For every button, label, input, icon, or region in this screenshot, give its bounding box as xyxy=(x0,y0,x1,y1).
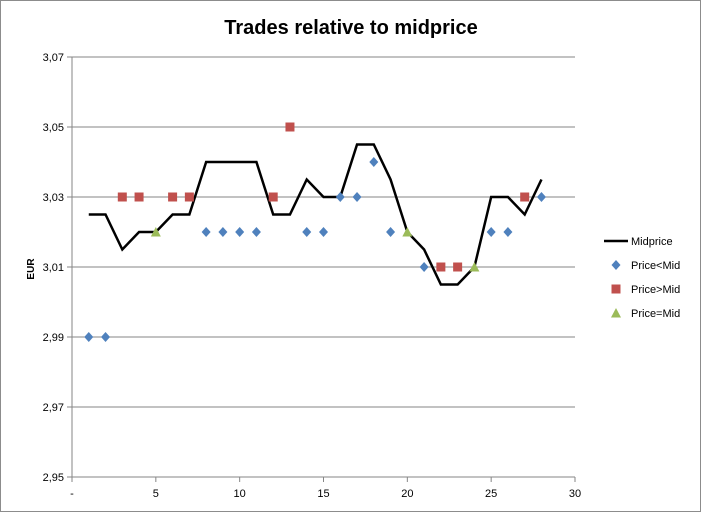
x-tick-label: 30 xyxy=(569,488,581,500)
legend-swatch xyxy=(611,308,621,318)
price-below-mid-point xyxy=(335,192,345,202)
price-below-mid-point xyxy=(302,227,312,237)
legend-item-price-below-mid: Price<Mid xyxy=(611,260,680,272)
price-below-mid-point xyxy=(101,332,111,342)
price-below-mid-point xyxy=(419,262,429,272)
x-tick-label: 15 xyxy=(317,488,329,500)
price-below-mid-point xyxy=(235,227,245,237)
y-tick-label: 2,99 xyxy=(43,332,64,344)
x-tick-label: 10 xyxy=(234,488,246,500)
price-above-mid-point xyxy=(184,192,194,202)
price-below-mid-point xyxy=(503,227,513,237)
axes xyxy=(67,56,576,482)
price-below-mid-point xyxy=(201,227,211,237)
legend-item-price-above-mid: Price>Mid xyxy=(611,284,680,296)
legend-swatch xyxy=(611,284,621,294)
legend-label: Price<Mid xyxy=(631,260,680,272)
y-tick-label: 3,05 xyxy=(43,122,64,134)
y-tick-label: 2,95 xyxy=(43,472,64,484)
y-axis-label: EUR xyxy=(26,258,37,280)
price-below-mid-point xyxy=(319,227,328,237)
price-above-mid-point xyxy=(134,192,144,202)
price-below-mid-point xyxy=(251,227,261,237)
price-above-mid-point xyxy=(520,192,530,202)
price-below-mid-point xyxy=(369,157,379,167)
price-above-mid-point xyxy=(453,262,463,272)
price-above-mid-point xyxy=(285,122,295,132)
x-tick-label: 25 xyxy=(485,488,497,500)
legend: Midprice Price<Mid Price>Mid Price=Mid xyxy=(604,236,680,320)
price-equal-mid-point xyxy=(150,227,161,237)
legend-item-price-equal-mid: Price=Mid xyxy=(611,308,680,320)
price-below-mid-point xyxy=(84,332,94,342)
price-equal-mid-point xyxy=(402,227,413,237)
price-above-mid-point xyxy=(268,192,278,202)
price-below-mid-point xyxy=(352,192,362,202)
y-tick-labels: 2,95 2,97 2,99 3,01 3,03 3,05 3,07 xyxy=(43,52,64,484)
price-below-mid-point xyxy=(536,192,546,202)
price-above-mid-point xyxy=(168,192,178,202)
x-tick-label: - xyxy=(70,488,74,500)
legend-label: Price=Mid xyxy=(631,308,680,320)
series-marks xyxy=(84,122,546,342)
y-tick-label: 3,01 xyxy=(43,262,64,274)
x-tick-labels: - 5 10 15 20 25 30 xyxy=(70,488,581,500)
x-tick-label: 5 xyxy=(153,488,159,500)
y-tick-label: 3,03 xyxy=(43,192,64,204)
legend-item-midprice: Midprice xyxy=(604,236,673,248)
legend-swatch xyxy=(611,260,621,270)
gridlines xyxy=(72,56,575,408)
price-below-mid-point xyxy=(218,227,228,237)
midprice-line xyxy=(88,143,543,286)
price-below-mid-point xyxy=(486,227,496,237)
y-tick-label: 3,07 xyxy=(43,52,64,64)
y-tick-label: 2,97 xyxy=(43,402,64,414)
x-tick-label: 20 xyxy=(401,488,413,500)
legend-label: Midprice xyxy=(631,236,673,248)
legend-label: Price>Mid xyxy=(631,284,680,296)
price-below-mid-point xyxy=(386,227,396,237)
price-above-mid-point xyxy=(117,192,127,202)
chart-title: Trades relative to midprice xyxy=(224,17,477,39)
price-equal-mid-point xyxy=(469,262,480,272)
price-above-mid-point xyxy=(436,262,446,272)
